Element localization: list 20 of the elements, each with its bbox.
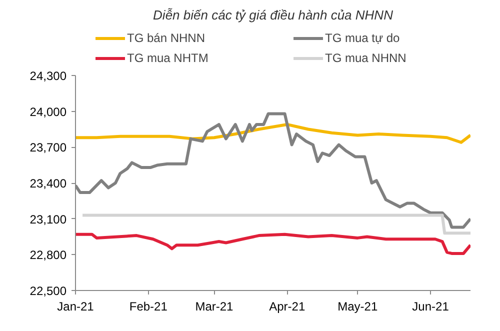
x-tick-label: Jun-21 bbox=[412, 300, 450, 314]
line-series bbox=[76, 122, 470, 144]
legend-label: TG bán NHNN bbox=[127, 31, 206, 45]
legend-label: TG mua tự do bbox=[325, 31, 401, 45]
y-tick-label: 24,300 bbox=[30, 69, 67, 83]
y-tick-label: 23,100 bbox=[30, 212, 67, 226]
line-series bbox=[76, 232, 470, 255]
x-tick-label: Jan-21 bbox=[57, 300, 94, 314]
y-tick-label: 24,000 bbox=[30, 104, 67, 119]
y-tick-label: 23,700 bbox=[30, 140, 67, 155]
x-tick-label: Apr-21 bbox=[269, 300, 306, 314]
x-tick-label: Mar-21 bbox=[195, 300, 234, 314]
legend-label: TG mua NHNN bbox=[325, 51, 408, 65]
legend-label: TG mua NHTM bbox=[127, 51, 210, 65]
y-tick-label: 22,800 bbox=[30, 248, 67, 262]
x-tick-label: Feb-21 bbox=[129, 300, 168, 314]
y-tick-label: 23,400 bbox=[30, 176, 67, 190]
chart-title: Diễn biến các tỷ giá điều hành của NHNN bbox=[153, 8, 394, 22]
y-tick-label: 22,500 bbox=[30, 284, 67, 298]
x-tick-label: May-21 bbox=[338, 300, 378, 314]
